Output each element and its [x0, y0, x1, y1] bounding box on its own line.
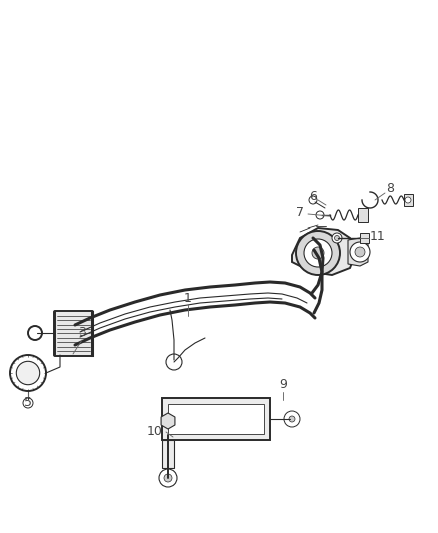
Text: 6: 6 — [308, 190, 316, 203]
Circle shape — [354, 247, 364, 257]
Circle shape — [315, 211, 323, 219]
Circle shape — [311, 247, 323, 259]
Circle shape — [10, 355, 46, 391]
Circle shape — [303, 239, 331, 267]
Text: 11: 11 — [369, 230, 385, 244]
Circle shape — [166, 354, 182, 370]
Text: 9: 9 — [279, 378, 286, 392]
Circle shape — [159, 469, 177, 487]
Bar — [168, 404, 263, 434]
Bar — [403, 194, 412, 206]
Bar — [357, 208, 367, 222]
Text: 1: 1 — [184, 292, 191, 304]
Circle shape — [23, 398, 33, 408]
Circle shape — [164, 474, 172, 482]
Circle shape — [288, 416, 294, 422]
Bar — [162, 398, 269, 440]
Text: 7: 7 — [295, 206, 303, 219]
Bar — [162, 440, 173, 468]
Circle shape — [334, 236, 339, 240]
Circle shape — [283, 411, 299, 427]
Bar — [359, 233, 368, 243]
Text: 3: 3 — [78, 327, 86, 340]
Text: 10: 10 — [147, 425, 162, 439]
Circle shape — [331, 233, 341, 243]
Text: 5: 5 — [24, 397, 32, 409]
Polygon shape — [291, 228, 354, 275]
Text: 8: 8 — [385, 182, 393, 195]
Circle shape — [349, 242, 369, 262]
Polygon shape — [161, 413, 174, 429]
Polygon shape — [347, 238, 367, 266]
FancyBboxPatch shape — [54, 311, 93, 356]
Circle shape — [28, 326, 42, 340]
Circle shape — [295, 231, 339, 275]
Circle shape — [308, 196, 316, 204]
Circle shape — [404, 197, 410, 203]
Circle shape — [16, 361, 39, 385]
